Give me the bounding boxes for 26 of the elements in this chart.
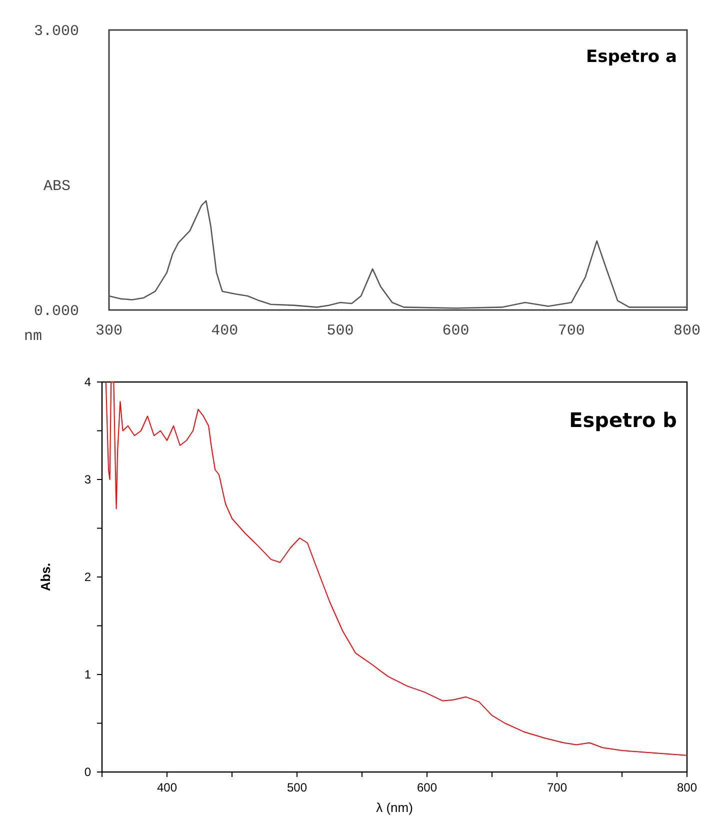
x-axis-title: nm [24, 328, 42, 345]
y-axis-title: ABS [43, 178, 71, 195]
x-tick-label: 800 [676, 780, 698, 795]
y-axis-title: Abs. [38, 562, 53, 592]
x-tick-label: 700 [558, 322, 585, 340]
x-tick-label: 700 [546, 780, 568, 795]
y-tick-label: 3 [84, 472, 92, 486]
y-tick-label: 0.000 [34, 302, 79, 320]
x-tick-label: 500 [286, 780, 308, 795]
line-series [105, 382, 687, 756]
text: Espetro b [569, 408, 677, 432]
x-tick-label: 500 [326, 322, 354, 340]
x-tick-label: 400 [156, 780, 178, 795]
x-tick-label: 800 [673, 322, 701, 340]
x-axis-title: λ (nm) [376, 800, 413, 815]
y-tick-label: 1 [84, 667, 92, 682]
text: Espetro a [586, 47, 677, 67]
x-tick-label: 400 [211, 322, 238, 340]
y-tick-label: 4 [84, 374, 92, 389]
x-tick-label: 300 [95, 322, 123, 340]
y-tick-label: 0 [84, 764, 92, 779]
y-tick-label: 3.000 [34, 22, 79, 40]
y-tick-label: 2 [84, 570, 92, 584]
line-series [109, 200, 687, 309]
x-tick-label: 600 [416, 780, 438, 795]
x-tick-label: 600 [442, 322, 470, 340]
